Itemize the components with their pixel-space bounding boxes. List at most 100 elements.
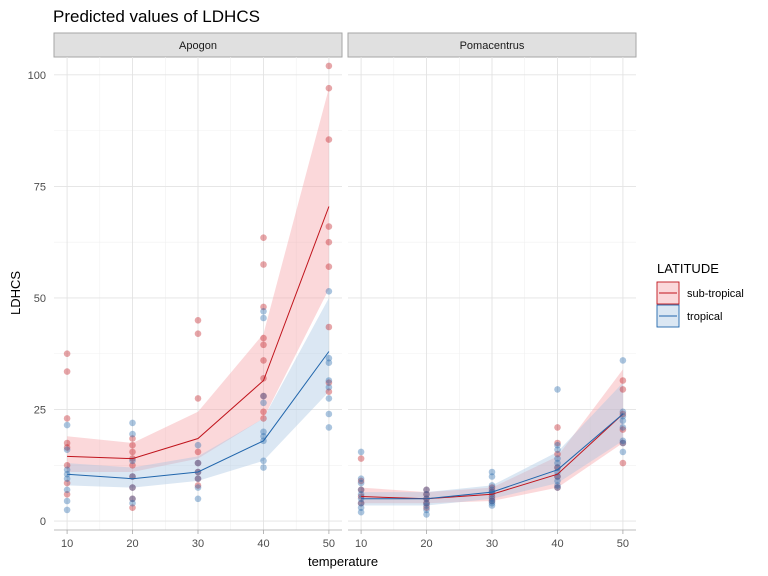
data-point (129, 430, 136, 438)
data-point (554, 464, 561, 471)
data-point (488, 468, 496, 476)
x-tick-label: 20 (126, 538, 138, 550)
y-tick-label: 100 (28, 70, 46, 82)
series-line-sub-tropical (361, 413, 624, 500)
data-point (488, 482, 496, 489)
data-point (619, 439, 627, 447)
data-point (325, 388, 333, 396)
x-tick-label: 10 (61, 538, 73, 550)
data-point (554, 484, 561, 491)
data-point (488, 497, 496, 505)
data-point (63, 446, 71, 454)
data-point (63, 506, 71, 514)
data-point (194, 441, 202, 449)
data-point (488, 495, 496, 503)
data-point (357, 499, 365, 507)
x-axis-title: temperature (308, 554, 378, 569)
data-point (129, 484, 136, 491)
data-point (554, 477, 561, 485)
data-point (325, 379, 333, 387)
data-point (554, 484, 561, 491)
data-point (63, 475, 71, 483)
points-sub-tropical (63, 62, 333, 512)
data-point (619, 424, 627, 431)
data-point (357, 504, 365, 512)
data-point (357, 448, 365, 456)
data-point (357, 486, 365, 494)
data-point (260, 314, 267, 322)
data-point (325, 263, 333, 271)
ci-ribbon-sub-tropical (67, 88, 329, 472)
data-point (423, 491, 430, 498)
data-point (129, 419, 136, 427)
data-point (619, 448, 627, 456)
chart-title: Predicted values of LDHCS (53, 7, 260, 26)
grid-lines (54, 57, 342, 530)
legend-title: LATITUDE (657, 261, 719, 276)
grid-lines (348, 57, 636, 530)
data-point (63, 497, 71, 505)
data-point (63, 421, 71, 429)
data-point (423, 486, 430, 494)
x-tick-label: 30 (486, 538, 498, 550)
points-tropical (357, 357, 627, 518)
ci-ribbon-tropical (361, 382, 623, 506)
data-point (260, 464, 267, 471)
data-point (554, 482, 561, 489)
x-tick-label: 40 (551, 538, 563, 550)
x-tick-label: 20 (420, 538, 432, 550)
data-point (423, 491, 430, 498)
data-point (260, 399, 267, 407)
data-point (260, 415, 267, 422)
data-point (423, 499, 430, 507)
data-point (619, 408, 627, 416)
data-point (129, 462, 136, 469)
series-line-sub-tropical (67, 206, 330, 460)
data-point (194, 475, 202, 483)
data-point (260, 428, 267, 436)
data-point (194, 448, 202, 456)
facet-panels: Apogon 10 20 30 40 50 0 25 50 75 100 Pomacentrus 10 2… (28, 32, 637, 550)
data-point (129, 495, 136, 503)
data-point (325, 359, 333, 367)
data-point (129, 435, 136, 442)
data-point (325, 424, 333, 431)
data-point (488, 499, 496, 507)
x-tick-label: 30 (192, 538, 204, 550)
data-point (325, 377, 333, 384)
data-point (357, 491, 365, 498)
data-point (194, 482, 202, 489)
data-point (325, 354, 333, 362)
data-point (63, 350, 71, 358)
data-point (129, 484, 136, 491)
data-point (554, 464, 561, 471)
data-point (260, 408, 267, 416)
data-point (260, 357, 267, 364)
data-point (194, 317, 202, 324)
data-point (619, 459, 627, 467)
data-point (260, 303, 267, 311)
data-point (129, 504, 136, 512)
data-point (325, 136, 333, 143)
data-point (63, 415, 71, 422)
data-point (554, 386, 561, 393)
facet-strip-label: Pomacentrus (460, 40, 525, 52)
data-point (554, 450, 561, 458)
data-point (619, 437, 627, 445)
data-point (619, 417, 627, 425)
data-point (619, 386, 627, 393)
x-tick-label: 10 (355, 538, 367, 550)
data-point (129, 499, 136, 507)
data-point (194, 330, 202, 338)
y-tick-label: 25 (34, 405, 46, 417)
data-point (129, 448, 136, 456)
data-point (423, 504, 430, 512)
data-point (63, 462, 71, 469)
legend-key-tropical (656, 304, 680, 328)
data-point (554, 424, 561, 431)
data-point (325, 223, 333, 230)
data-point (63, 466, 71, 474)
x-tick-label: 50 (617, 538, 629, 550)
data-point (260, 261, 267, 268)
series-line-tropical (67, 351, 330, 480)
